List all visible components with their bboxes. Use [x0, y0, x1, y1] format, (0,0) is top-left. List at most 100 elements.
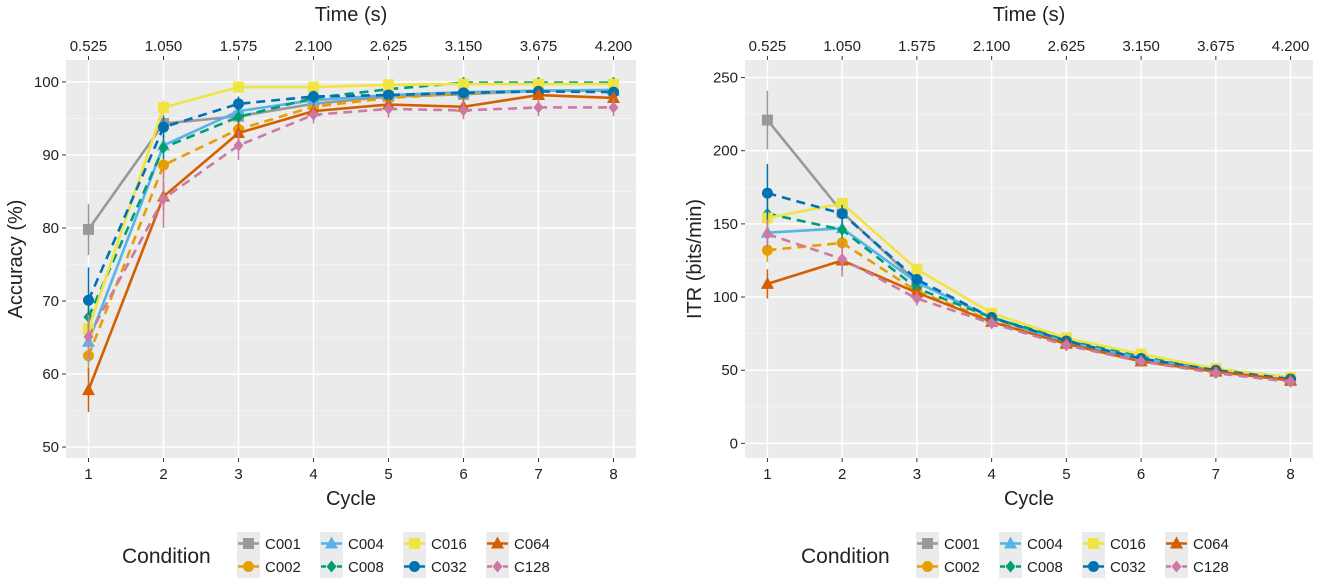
data-point [532, 88, 545, 101]
legend-label: C001 [265, 536, 301, 553]
data-point [233, 81, 244, 93]
data-point [83, 330, 94, 343]
legend-title: Condition [122, 545, 211, 568]
data-point [458, 87, 469, 99]
top-x-tick-label: 3.150 [445, 38, 483, 55]
legend-item-C001: C001 [237, 532, 301, 555]
legend-item-C128: C128 [486, 555, 550, 578]
top-x-tick-label: 3.675 [520, 38, 558, 55]
y-tick-label: 150 [713, 216, 738, 233]
legend-item-C002: C002 [916, 555, 980, 578]
series-line [87, 93, 614, 391]
x-tick-label: 1 [763, 466, 771, 483]
x-tick-label: 7 [1212, 466, 1220, 483]
data-point [158, 101, 169, 113]
legend: Condition C001 C002 C004 C008 C016 C032 C064 C12… [122, 532, 550, 578]
accuracy-chart: 50 60 70 80 90 100 1 0.525 2 1.050 3 1.575 4 2.100 5 2.… [5, 4, 636, 510]
top-x-tick-label: 2.100 [295, 38, 333, 55]
data-point [761, 244, 773, 256]
legend-label: C128 [514, 559, 550, 576]
y-tick-label: 50 [721, 362, 738, 379]
x-tick-label: 6 [1137, 466, 1145, 483]
x-tick-label: 1 [84, 466, 92, 483]
series-line [87, 82, 614, 330]
x-tick-label: 4 [987, 466, 995, 483]
series-line [767, 232, 1291, 384]
data-point [911, 273, 923, 285]
legend-label: C002 [944, 559, 980, 576]
series-line [87, 106, 614, 338]
legend-marker [922, 561, 933, 572]
x-tick-label: 2 [838, 466, 846, 483]
legend-marker [1171, 560, 1182, 573]
data-point [158, 192, 169, 205]
legend-item-C008: C008 [320, 555, 384, 578]
top-x-tick-label: 1.575 [220, 38, 258, 55]
legend-item-C128: C128 [1165, 555, 1229, 578]
legend-label: C004 [348, 536, 384, 553]
legend-label: C016 [431, 536, 467, 553]
legend-item-C016: C016 [1082, 532, 1146, 555]
y-axis-title: Accuracy (%) [5, 200, 27, 319]
data-point [1061, 339, 1072, 352]
data-point [1285, 375, 1296, 388]
legend-label: C002 [265, 559, 301, 576]
legend-label: C001 [944, 536, 980, 553]
x-axis-title: Cycle [1004, 488, 1054, 510]
x-tick-label: 3 [913, 466, 921, 483]
data-point [608, 101, 619, 114]
legend-marker [326, 560, 337, 573]
legend-item-C008: C008 [999, 555, 1063, 578]
legend-item-C032: C032 [1082, 555, 1146, 578]
legend-label: C064 [514, 536, 550, 553]
y-tick-label: 70 [42, 293, 59, 310]
data-point [383, 79, 394, 91]
legend-marker [1170, 536, 1183, 549]
legend-label: C004 [1027, 536, 1063, 553]
y-tick-label: 100 [713, 289, 738, 306]
legend-item-C016: C016 [403, 532, 467, 555]
top-x-axis-title: Time (s) [315, 4, 388, 26]
legend-marker [243, 538, 254, 549]
data-point [533, 78, 544, 90]
x-tick-label: 5 [1062, 466, 1070, 483]
itr-chart: 0 50 100 150 200 250 1 0.525 2 1.050 3 1.575 4 2.100 5… [684, 4, 1313, 510]
series-C016 [83, 78, 619, 353]
x-tick-label: 3 [234, 466, 242, 483]
series-line [767, 191, 1291, 381]
top-x-tick-label: 4.200 [1272, 38, 1310, 55]
x-tick-label: 6 [459, 466, 467, 483]
data-point [608, 78, 619, 90]
data-point [761, 187, 773, 199]
series-line [87, 90, 614, 301]
legend-label: C008 [348, 559, 384, 576]
legend-marker [922, 538, 933, 549]
data-point [761, 114, 773, 126]
x-axis-title: Cycle [326, 488, 376, 510]
legend-marker [325, 536, 338, 549]
data-point [83, 223, 94, 235]
legend-marker [1088, 538, 1099, 549]
data-point [607, 90, 620, 103]
top-x-tick-label: 1.050 [823, 38, 861, 55]
top-x-tick-label: 1.575 [898, 38, 936, 55]
data-point [911, 263, 923, 275]
data-point [82, 383, 95, 396]
y-tick-label: 200 [713, 143, 738, 160]
top-x-tick-label: 2.625 [370, 38, 408, 55]
legend: Condition C001 C002 C004 C008 C016 C032 C064 C12… [801, 532, 1229, 578]
top-x-axis-title: Time (s) [993, 4, 1066, 26]
series-C128 [83, 98, 619, 359]
data-point [762, 228, 773, 241]
top-x-tick-label: 1.050 [145, 38, 183, 55]
data-point [911, 292, 922, 305]
data-point [383, 89, 394, 101]
data-point [458, 78, 469, 90]
data-point [837, 223, 848, 236]
x-tick-label: 8 [1286, 466, 1294, 483]
y-tick-label: 60 [42, 366, 59, 383]
plot-panel [745, 60, 1313, 458]
legend-item-C064: C064 [486, 532, 550, 555]
y-tick-label: 50 [42, 439, 59, 456]
legend-marker [409, 561, 420, 572]
